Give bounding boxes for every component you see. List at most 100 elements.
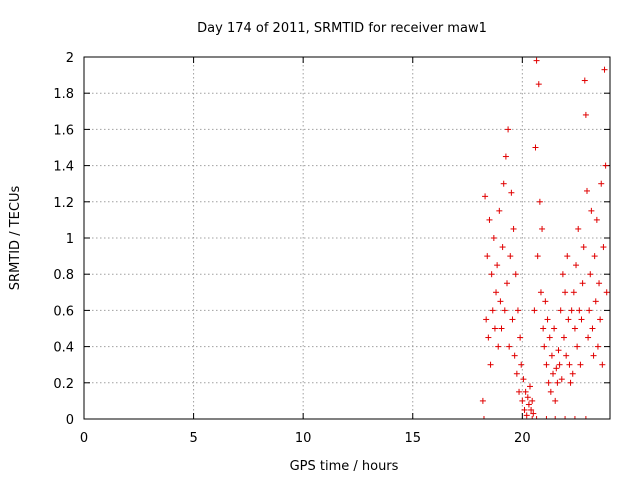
data-point xyxy=(506,343,513,350)
data-point xyxy=(534,253,541,260)
data-point xyxy=(509,316,516,323)
data-point xyxy=(479,397,486,404)
data-point xyxy=(500,180,507,187)
data-point xyxy=(560,334,567,341)
data-point xyxy=(590,352,597,359)
data-point xyxy=(501,307,508,314)
data-points xyxy=(479,57,610,420)
data-point xyxy=(573,262,580,269)
data-point xyxy=(570,289,577,296)
data-point xyxy=(541,343,548,350)
data-point xyxy=(591,253,598,260)
data-point xyxy=(495,343,502,350)
data-point xyxy=(599,361,606,368)
y-tick-label: 0.4 xyxy=(53,341,74,356)
data-point xyxy=(594,343,601,350)
data-point xyxy=(520,376,527,383)
data-point xyxy=(517,334,524,341)
data-point xyxy=(499,244,506,251)
data-point xyxy=(528,406,535,413)
x-tick-labels: 0 5 10 15 20 xyxy=(80,431,531,446)
data-point xyxy=(511,352,518,359)
data-point xyxy=(581,77,588,84)
data-point xyxy=(505,126,512,133)
data-point xyxy=(508,189,515,196)
data-point xyxy=(497,298,504,305)
data-point xyxy=(539,225,546,232)
data-point xyxy=(553,365,560,372)
data-point xyxy=(537,289,544,296)
data-point xyxy=(482,193,489,200)
data-point xyxy=(494,262,501,269)
data-point xyxy=(536,198,543,205)
data-point xyxy=(518,361,525,368)
data-point xyxy=(521,406,528,413)
y-tick-label: 0 xyxy=(66,413,74,428)
data-point xyxy=(583,187,590,194)
data-point xyxy=(603,289,610,296)
data-point xyxy=(559,271,566,278)
data-point xyxy=(567,379,574,386)
data-point xyxy=(585,334,592,341)
data-point xyxy=(577,361,584,368)
axis-ticks xyxy=(83,56,610,420)
data-point xyxy=(510,225,517,232)
data-point xyxy=(547,388,554,395)
data-point xyxy=(556,361,563,368)
data-point xyxy=(593,216,600,223)
data-point xyxy=(575,225,582,232)
y-tick-label: 0.2 xyxy=(53,377,74,392)
y-tick-label: 1 xyxy=(66,232,74,247)
data-point xyxy=(589,325,596,332)
data-point xyxy=(566,361,573,368)
y-tick-label: 1.2 xyxy=(53,196,74,211)
data-point xyxy=(490,235,497,241)
y-tick-label: 1.6 xyxy=(53,123,74,138)
data-point xyxy=(568,307,575,314)
data-point xyxy=(554,379,561,386)
grid-lines xyxy=(84,57,610,419)
y-tick-label: 2 xyxy=(66,51,74,66)
plot-frame xyxy=(83,56,611,420)
data-point xyxy=(522,388,529,395)
data-point xyxy=(580,244,587,251)
x-tick-label: 15 xyxy=(404,431,421,446)
data-point xyxy=(598,180,605,187)
data-point xyxy=(540,325,547,332)
y-tick-labels: 0 0.2 0.4 0.6 0.8 1 1.2 1.4 1.6 1.8 2 xyxy=(53,51,74,428)
data-point xyxy=(597,316,604,323)
data-point xyxy=(551,325,558,332)
data-point xyxy=(516,388,523,395)
data-point xyxy=(486,216,493,223)
data-point xyxy=(565,316,572,323)
data-point xyxy=(489,307,496,314)
data-point xyxy=(574,343,581,350)
data-point xyxy=(519,397,526,404)
data-point xyxy=(579,280,586,287)
data-point xyxy=(502,153,509,160)
data-point xyxy=(524,394,531,401)
data-point xyxy=(545,379,552,386)
data-point xyxy=(596,280,603,287)
data-point xyxy=(542,298,549,305)
x-tick-label: 20 xyxy=(514,431,531,446)
data-point xyxy=(555,347,562,354)
data-point xyxy=(564,253,571,260)
data-point xyxy=(485,334,492,341)
data-point xyxy=(531,307,538,314)
y-tick-label: 1.8 xyxy=(53,87,74,102)
data-point xyxy=(488,271,495,278)
y-tick-label: 0.6 xyxy=(53,304,74,319)
data-point xyxy=(514,307,521,314)
data-point xyxy=(586,307,593,314)
data-point xyxy=(512,271,519,278)
data-point xyxy=(563,352,570,359)
x-tick-label: 5 xyxy=(189,431,197,446)
data-point xyxy=(600,244,607,251)
data-point xyxy=(571,325,578,332)
data-point xyxy=(493,289,500,296)
data-point xyxy=(548,352,555,359)
data-point xyxy=(592,298,599,305)
data-point xyxy=(601,66,608,73)
